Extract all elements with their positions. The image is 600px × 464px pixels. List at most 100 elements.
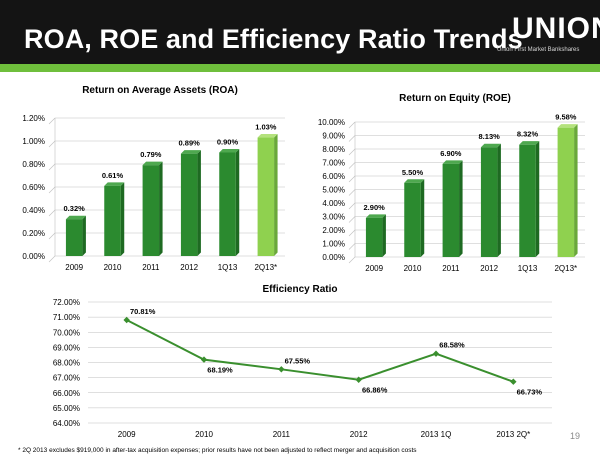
- data-point: [355, 376, 362, 383]
- data-label: 68.58%: [439, 341, 465, 350]
- bar-top: [104, 182, 125, 186]
- y-tick-label: 72.00%: [53, 298, 80, 307]
- y-tick-label: 5.00%: [322, 186, 345, 195]
- bar: [404, 182, 421, 257]
- bar: [65, 219, 83, 256]
- roa-chart: Return on Average Assets (ROA) 0.00% 0.20%…: [22, 85, 285, 272]
- data-label: 8.32%: [517, 130, 539, 139]
- data-point: [432, 350, 440, 357]
- page-title: ROA, ROE and Efficiency Ratio Trends: [24, 24, 523, 54]
- y-tick-label: 6.00%: [322, 172, 345, 181]
- data-label: 0.79%: [140, 150, 162, 159]
- efficiency-chart: Efficiency Ratio 64.00% 65.00% 66.00% 67.00%…: [53, 284, 552, 439]
- x-tick-label: 2011: [442, 264, 460, 273]
- x-tick-label: 2013 1Q: [421, 430, 452, 439]
- data-label: 68.19%: [207, 366, 233, 375]
- x-tick-label: 2010: [195, 430, 213, 439]
- data-label: 8.13%: [479, 132, 501, 141]
- accent-bar: [0, 64, 600, 72]
- bar: [180, 153, 198, 256]
- y-tick-label: 66.00%: [53, 389, 80, 398]
- x-tick-label: 1Q13: [218, 263, 238, 272]
- bar: [104, 185, 121, 256]
- y-tick-label: 3.00%: [322, 213, 345, 222]
- efficiency-line: [126, 319, 514, 383]
- y-tick-label: 71.00%: [53, 313, 80, 322]
- y-tick-label: 8.00%: [322, 145, 345, 154]
- x-tick-label: 2012: [350, 430, 368, 439]
- y-tick-label: 68.00%: [53, 359, 80, 368]
- bar-side: [235, 149, 240, 256]
- data-point: [510, 378, 517, 385]
- y-tick-label: 0.20%: [22, 229, 45, 238]
- bar: [142, 165, 160, 256]
- gridline-depth: [348, 175, 356, 183]
- data-point: [123, 316, 130, 324]
- data-label: 9.58%: [555, 113, 577, 122]
- gridline-depth: [348, 216, 356, 223]
- data-label: 5.50%: [402, 168, 424, 177]
- y-tick-label: 69.00%: [53, 343, 80, 352]
- x-tick-label: 2010: [404, 264, 422, 273]
- y-tick-label: 67.00%: [53, 374, 80, 383]
- data-label: 67.55%: [285, 356, 311, 365]
- x-tick-label: 2009: [118, 430, 136, 439]
- bar-side: [420, 179, 425, 257]
- title-bar: ROA, ROE and Efficiency Ratio Trends UNI…: [0, 0, 600, 64]
- gridline-depth: [348, 162, 356, 169]
- x-tick-label: 2012: [180, 263, 198, 272]
- y-tick-label: 0.00%: [322, 253, 345, 262]
- gridline-depth: [348, 256, 356, 264]
- y-tick-label: 0.40%: [22, 206, 45, 215]
- bar-top: [219, 149, 240, 153]
- bar-side: [197, 150, 201, 256]
- data-label: 0.32%: [64, 204, 86, 213]
- y-tick-label: 65.00%: [53, 404, 80, 413]
- gridline-depth: [348, 148, 356, 156]
- data-point: [200, 356, 208, 363]
- y-tick-label: 9.00%: [322, 132, 345, 141]
- x-tick-label: 2Q13*: [254, 263, 277, 272]
- gridline-depth: [48, 209, 56, 217]
- bar-top: [442, 160, 463, 164]
- chart-title: Return on Average Assets (ROA): [82, 85, 238, 96]
- page-number: 19: [570, 431, 581, 441]
- bar-top: [519, 141, 540, 145]
- y-tick-label: 0.60%: [22, 183, 45, 192]
- bar-top: [142, 161, 163, 166]
- data-point: [278, 366, 285, 373]
- data-label: 66.73%: [517, 388, 543, 397]
- y-tick-label: 10.00%: [318, 118, 345, 127]
- y-tick-label: 70.00%: [53, 328, 80, 337]
- bar: [480, 147, 498, 257]
- y-tick-label: 4.00%: [322, 199, 345, 208]
- gridline-depth: [48, 163, 56, 171]
- bar-top: [257, 134, 278, 138]
- footnote: * 2Q 2013 excludes $919,000 in after-tax…: [18, 447, 417, 454]
- bar-top: [180, 150, 201, 154]
- bar-top: [65, 215, 86, 220]
- bar: [519, 144, 536, 257]
- bar: [365, 217, 383, 257]
- gridline-depth: [48, 186, 56, 194]
- chart-title: Efficiency Ratio: [262, 284, 337, 295]
- x-tick-label: 2012: [480, 264, 498, 273]
- y-tick-label: 1.20%: [22, 114, 45, 123]
- bar: [557, 127, 575, 257]
- data-label: 6.90%: [440, 149, 462, 158]
- bar-top: [365, 214, 386, 218]
- y-tick-label: 1.00%: [22, 137, 45, 146]
- x-tick-label: 2013 2Q*: [496, 430, 530, 439]
- gridline-depth: [48, 117, 56, 125]
- chart-title: Return on Equity (ROE): [399, 93, 511, 104]
- data-label: 0.89%: [179, 139, 201, 148]
- data-label: 0.90%: [217, 138, 239, 147]
- bar: [442, 163, 460, 257]
- bar-side: [120, 182, 125, 256]
- x-tick-label: 2009: [365, 264, 383, 273]
- gridline-depth: [348, 229, 356, 237]
- x-tick-label: 1Q13: [518, 264, 538, 273]
- gridline-depth: [48, 232, 56, 240]
- data-label: 0.61%: [102, 171, 124, 180]
- x-tick-label: 2011: [273, 430, 291, 439]
